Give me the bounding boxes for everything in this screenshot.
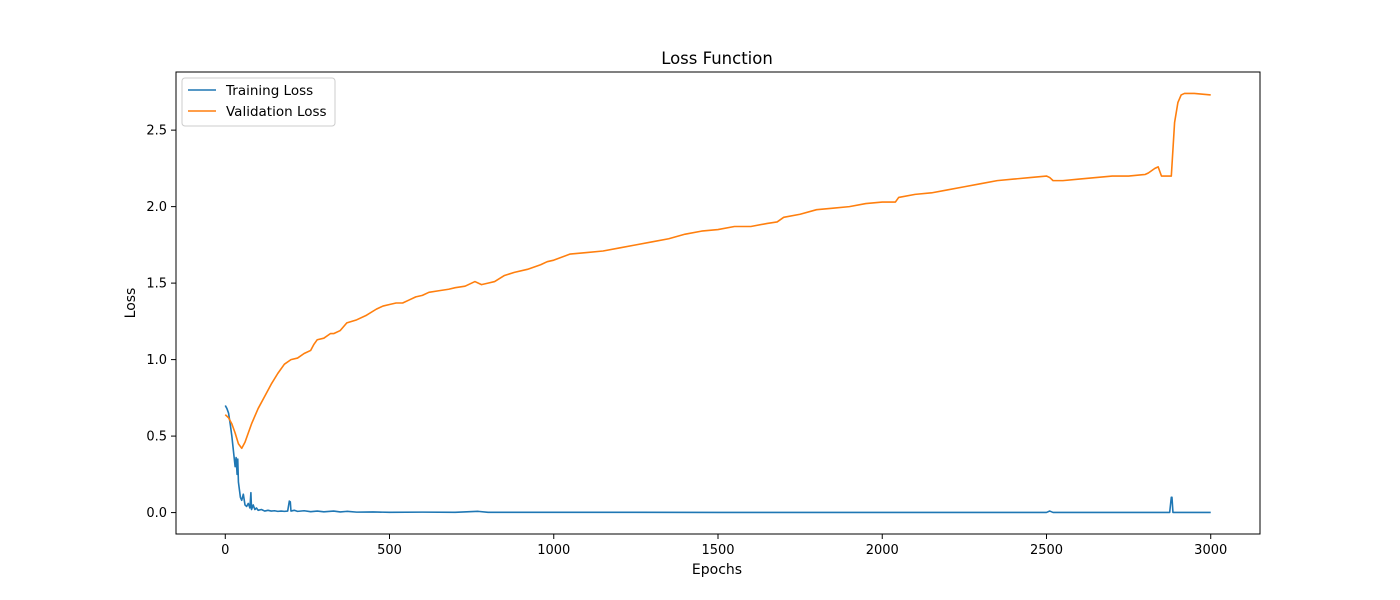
- plot-area: [224, 92, 1211, 514]
- x-tick-label: 2000: [866, 543, 899, 558]
- x-axis-label: Epochs: [692, 562, 742, 578]
- x-tick-label: 1500: [701, 543, 734, 558]
- y-axis-label: Loss: [123, 288, 139, 319]
- y-tick-label: 0.0: [146, 506, 167, 521]
- x-tick-label: 0: [221, 543, 229, 558]
- series-line-training-loss: [224, 405, 1211, 514]
- y-tick-label: 2.5: [146, 124, 167, 139]
- chart-title: Loss Function: [661, 49, 773, 68]
- x-tick-label: 500: [377, 543, 402, 558]
- y-tick-label: 1.5: [146, 277, 167, 292]
- y-tick-label: 1.0: [146, 353, 167, 368]
- x-tick-label: 3000: [1194, 543, 1227, 558]
- plot-frame: [175, 71, 1261, 535]
- legend-label-training-loss: Training Loss: [225, 83, 313, 99]
- x-tick-label: 1000: [537, 543, 570, 558]
- y-tick-label: 0.5: [146, 430, 167, 445]
- series-line-validation-loss: [224, 92, 1211, 450]
- x-tick-label: 2500: [1030, 543, 1063, 558]
- legend-box: [181, 77, 336, 127]
- legend-label-validation-loss: Validation Loss: [226, 104, 327, 120]
- legend: Training Loss Validation Loss: [181, 77, 336, 127]
- y-tick-label: 2.0: [146, 200, 167, 215]
- x-axis: 0 500 1000 1500 2000 2500 3000: [221, 534, 1227, 558]
- y-axis: 0.0 0.5 1.0 1.5 2.0 2.5: [146, 124, 176, 521]
